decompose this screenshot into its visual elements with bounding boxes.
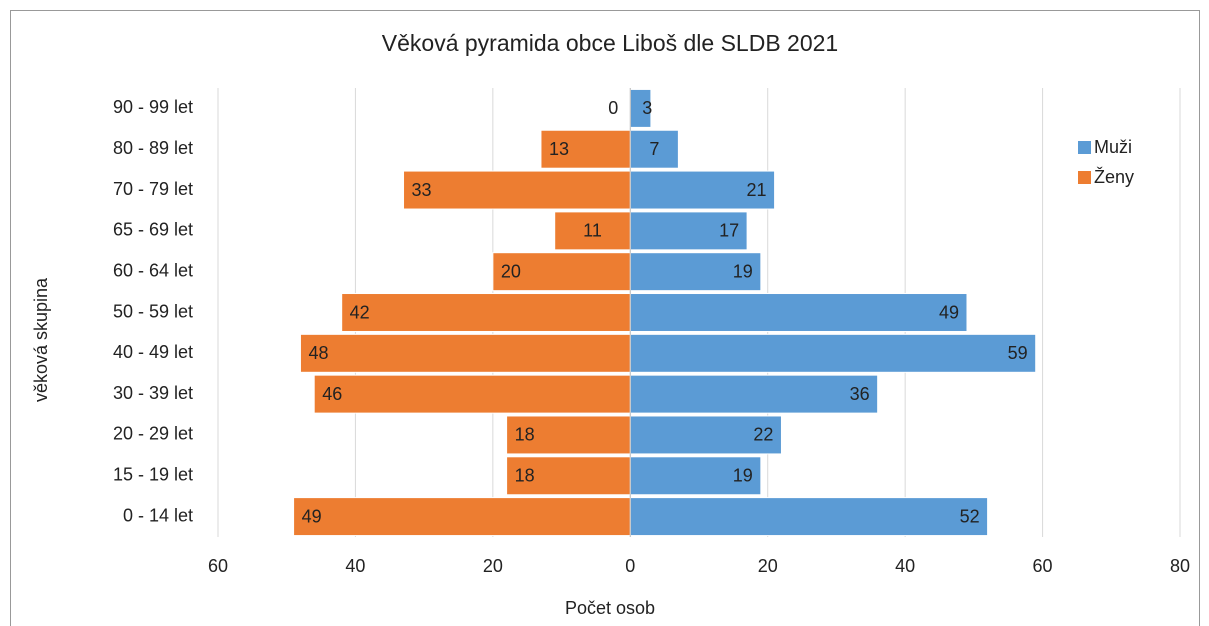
- bar: [629, 456, 762, 496]
- x-tick-label: 40: [345, 556, 365, 576]
- bar: [299, 333, 631, 373]
- data-label: 59: [1008, 343, 1028, 363]
- x-axis-title: Počet osob: [565, 598, 655, 618]
- y-tick-label: 65 - 69 let: [113, 220, 193, 240]
- y-tick-label: 30 - 39 let: [113, 383, 193, 403]
- y-tick-label: 90 - 99 let: [113, 97, 193, 117]
- data-label: 49: [302, 506, 322, 526]
- y-tick-label: 80 - 89 let: [113, 138, 193, 158]
- data-label: 19: [733, 261, 753, 281]
- bar: [629, 333, 1037, 373]
- data-label: 7: [649, 139, 659, 159]
- data-label: 33: [412, 180, 432, 200]
- legend-label: Ženy: [1094, 167, 1134, 187]
- data-label: 36: [850, 384, 870, 404]
- bar: [540, 129, 631, 169]
- data-label: 48: [308, 343, 328, 363]
- y-tick-label: 15 - 19 let: [113, 465, 193, 485]
- data-label: 46: [322, 384, 342, 404]
- data-label: 20: [501, 261, 521, 281]
- data-label: 42: [350, 302, 370, 322]
- x-tick-label: 0: [625, 556, 635, 576]
- bar: [629, 170, 776, 210]
- bar: [629, 211, 748, 251]
- data-label: 21: [747, 180, 767, 200]
- bar: [293, 497, 631, 537]
- bar: [506, 456, 631, 496]
- data-label: 3: [642, 98, 652, 118]
- y-tick-label: 70 - 79 let: [113, 179, 193, 199]
- y-tick-label: 40 - 49 let: [113, 342, 193, 362]
- bar: [506, 415, 631, 455]
- bar: [629, 497, 989, 537]
- bar: [629, 374, 879, 414]
- x-tick-label: 60: [208, 556, 228, 576]
- x-tick-label: 20: [483, 556, 503, 576]
- bar: [629, 129, 679, 169]
- y-tick-label: 20 - 29 let: [113, 424, 193, 444]
- data-label: 18: [515, 425, 535, 445]
- legend-swatch: [1078, 141, 1091, 154]
- legend-label: Muži: [1094, 137, 1132, 157]
- y-tick-label: 0 - 14 let: [123, 505, 193, 525]
- data-label: 0: [608, 98, 618, 118]
- data-label: 13: [549, 139, 569, 159]
- data-label: 22: [753, 425, 773, 445]
- bar: [629, 415, 782, 455]
- x-tick-label: 40: [895, 556, 915, 576]
- bar: [313, 374, 631, 414]
- data-label: 19: [733, 466, 753, 486]
- x-tick-label: 20: [758, 556, 778, 576]
- y-tick-label: 50 - 59 let: [113, 301, 193, 321]
- x-tick-label: 60: [1033, 556, 1053, 576]
- chart-title: Věková pyramida obce Liboš dle SLDB 2021: [382, 30, 838, 56]
- data-label: 17: [719, 221, 739, 241]
- bar: [403, 170, 631, 210]
- data-label: 18: [515, 466, 535, 486]
- data-label: 49: [939, 302, 959, 322]
- bar: [629, 293, 968, 332]
- bar: [629, 252, 762, 292]
- bar: [341, 293, 631, 332]
- data-label: 52: [960, 506, 980, 526]
- legend-swatch: [1078, 171, 1091, 184]
- data-label: 11: [583, 221, 602, 241]
- y-tick-label: 60 - 64 let: [113, 260, 193, 280]
- y-axis-title: věková skupina: [31, 277, 51, 402]
- x-tick-label: 80: [1170, 556, 1190, 576]
- bar: [492, 252, 631, 292]
